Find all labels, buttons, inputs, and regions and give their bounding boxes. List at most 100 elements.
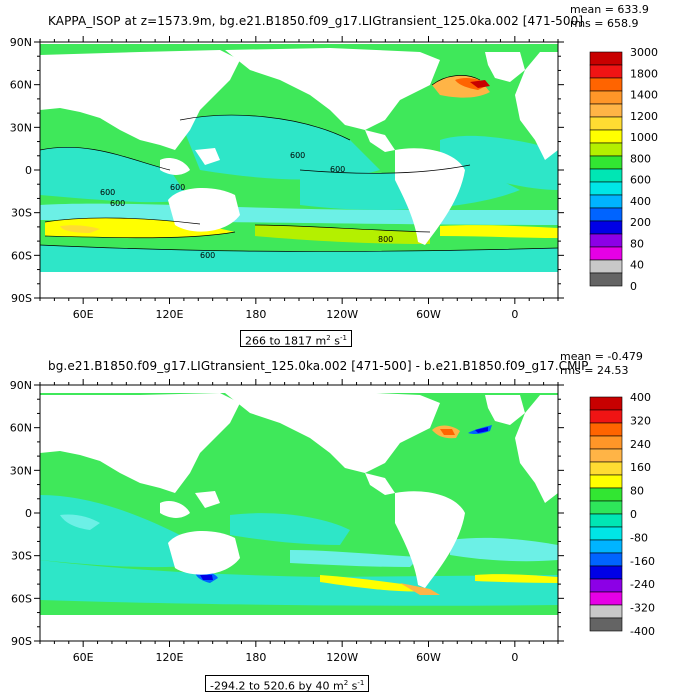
contour-label: 600 [330, 165, 345, 174]
bottom-longitude-axis: 60E 120E 180 120W 60W 0 [39, 379, 559, 664]
lat-tick-label: 90N [10, 36, 32, 49]
top-map-svg: 600 600 600 600 800 600 600 90N 60N 30N 0 30… [10, 36, 658, 321]
colorbar-label: 600 [630, 174, 651, 187]
bottom-map-field [40, 391, 558, 641]
colorbar-swatch [589, 422, 623, 437]
lat-tick-label: 30N [10, 121, 32, 134]
colorbar-label: 400 [630, 195, 651, 208]
bottom-colorbar: 400 320 240 160 80 0 -80 -160 -240 -320 -400 [589, 391, 655, 638]
bottom-map-panel: bg.e21.B1850.f09_g17.LIGtransient_125.0k… [0, 345, 700, 695]
colorbar-label: -160 [630, 555, 655, 568]
lat-tick-label: 90S [11, 292, 32, 305]
colorbar-swatch [589, 448, 623, 463]
colorbar-swatch [589, 552, 623, 567]
colorbar-label: 1400 [630, 89, 658, 102]
colorbar-swatch [589, 168, 623, 183]
colorbar-swatch [589, 539, 623, 554]
colorbar-label: 800 [630, 152, 651, 165]
bottom-latitude-axis: 90N 60N 30N 0 30S 60S 90S [10, 379, 564, 648]
lon-tick-label: 0 [511, 308, 518, 321]
lon-tick-label: 120W [326, 651, 358, 664]
top-map-field [40, 44, 558, 298]
colorbar-label: 3000 [630, 46, 658, 59]
colorbar-swatch [589, 409, 623, 424]
bottom-rms-label: rms = 24.53 [560, 364, 629, 377]
bottom-land-north-america [225, 391, 440, 473]
colorbar-swatch [589, 129, 623, 144]
top-longitude-axis: 60E 120E 180 120W 60W 0 [39, 36, 559, 321]
colorbar-swatch [589, 233, 623, 248]
bottom-range-label: -294.2 to 520.6 by 40 m2 s-1 [205, 675, 370, 693]
lat-tick-label: 30S [11, 207, 32, 220]
top-land-antarctica [40, 272, 558, 298]
lat-tick-label: 0 [25, 507, 32, 520]
colorbar-swatch [589, 103, 623, 118]
colorbar-label: 1800 [630, 67, 658, 80]
colorbar-label: -400 [630, 625, 655, 638]
lon-tick-label: 120W [326, 308, 358, 321]
colorbar-label: 40 [630, 259, 644, 272]
colorbar-swatch [589, 526, 623, 541]
top-map-title: KAPPA_ISOP at z=1573.9m, bg.e21.B1850.f0… [48, 14, 584, 28]
colorbar-swatch [589, 591, 623, 606]
colorbar-swatch [589, 51, 623, 66]
lon-tick-label: 180 [245, 651, 266, 664]
colorbar-swatch [589, 90, 623, 105]
colorbar-label: 80 [630, 485, 644, 498]
lat-tick-label: 90N [10, 379, 32, 392]
lon-tick-label: 120E [156, 651, 184, 664]
colorbar-swatch [589, 142, 623, 157]
colorbar-swatch [589, 220, 623, 235]
lon-tick-label: 60E [73, 651, 94, 664]
colorbar-swatch [589, 272, 623, 287]
top-mean-label: mean = 633.9 [570, 3, 649, 16]
top-map-panel: KAPPA_ISOP at z=1573.9m, bg.e21.B1850.f0… [10, 3, 658, 348]
top-contour-labels: 600 600 600 600 800 600 600 [100, 151, 393, 260]
contour-label: 600 [170, 183, 185, 192]
top-land-australia [168, 188, 240, 232]
colorbar-label: -320 [630, 602, 655, 615]
colorbar-swatch [589, 578, 623, 593]
bottom-land-antarctica [40, 615, 558, 641]
colorbar-label: 1200 [630, 110, 658, 123]
colorbar-swatch [589, 77, 623, 92]
colorbar-swatch [589, 617, 623, 632]
contour-label: 600 [200, 251, 215, 260]
lat-tick-label: 30N [10, 464, 32, 477]
lon-tick-label: 60E [73, 308, 94, 321]
colorbar-label: 0 [630, 508, 637, 521]
bottom-mean-label: mean = -0.479 [560, 350, 643, 363]
bottom-land-australia [168, 531, 240, 575]
contour-label: 800 [378, 235, 393, 244]
colorbar-swatch [589, 461, 623, 476]
colorbar-label: 200 [630, 216, 651, 229]
top-rms-label: rms = 658.9 [570, 17, 639, 30]
bottom-land-south-america [395, 491, 465, 588]
colorbar-label: 240 [630, 438, 651, 451]
bottom-map-title: bg.e21.B1850.f09_g17.LIGtransient_125.0k… [48, 359, 589, 373]
colorbar-swatch [589, 513, 623, 528]
colorbar-label: 1000 [630, 131, 658, 144]
top-land-europe-africa [515, 52, 558, 160]
top-land-north-america [225, 48, 440, 130]
lat-tick-label: 60S [11, 592, 32, 605]
colorbar-label: 320 [630, 414, 651, 427]
lat-tick-label: 60N [10, 79, 32, 92]
colorbar-swatch [589, 604, 623, 619]
colorbar-swatch [589, 207, 623, 222]
colorbar-label: -80 [630, 531, 648, 544]
lat-tick-label: 0 [25, 164, 32, 177]
colorbar-label: -240 [630, 578, 655, 591]
colorbar-swatch [589, 155, 623, 170]
colorbar-swatch [589, 396, 623, 411]
colorbar-label: 0 [630, 280, 637, 293]
lat-tick-label: 90S [11, 635, 32, 648]
colorbar-label: 400 [630, 391, 651, 404]
colorbar-swatch [589, 435, 623, 450]
colorbar-swatch [589, 565, 623, 580]
lon-tick-label: 60W [416, 651, 441, 664]
top-land-eurasia [40, 50, 240, 150]
top-range-label: 266 to 1817 m2 s-1 [240, 330, 352, 348]
colorbar-label: 80 [630, 237, 644, 250]
lon-tick-label: 60W [416, 308, 441, 321]
